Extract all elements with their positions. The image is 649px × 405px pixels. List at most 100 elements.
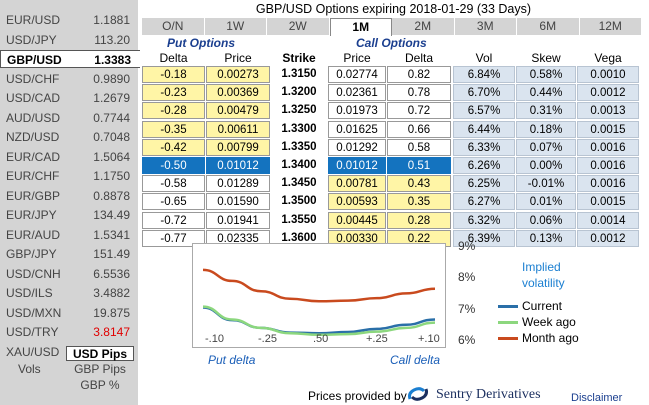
- cell-put-price[interactable]: 0.00479: [206, 102, 270, 120]
- cell-skew[interactable]: 0.31%: [516, 102, 576, 120]
- vols-option-2[interactable]: GBP %: [80, 378, 120, 392]
- cell-call-delta[interactable]: 0.78: [387, 84, 451, 102]
- pair-row-eurgbp[interactable]: EUR/GBP 0.8878: [0, 187, 138, 205]
- cell-call-price[interactable]: 0.01625: [328, 120, 386, 138]
- cell-skew[interactable]: 0.07%: [516, 138, 576, 156]
- cell-put-delta[interactable]: -0.18: [142, 66, 205, 83]
- pair-row-eurusd[interactable]: EUR/USD 1.1881: [0, 11, 138, 29]
- vols-option-0[interactable]: USD Pips: [66, 346, 134, 361]
- pair-row-usdtry[interactable]: USD/TRY 3.8147: [0, 323, 138, 341]
- cell-call-delta[interactable]: 0.35: [387, 193, 451, 211]
- cell-vega[interactable]: 0.0012: [577, 229, 639, 247]
- cell-put-delta[interactable]: -0.77: [142, 229, 205, 247]
- cell-call-price[interactable]: 0.01292: [328, 138, 386, 156]
- cell-vega[interactable]: 0.0016: [577, 175, 639, 193]
- cell-call-price[interactable]: 0.00445: [328, 211, 386, 229]
- cell-vol[interactable]: 6.25%: [453, 175, 515, 193]
- cell-put-price[interactable]: 0.00799: [206, 138, 270, 156]
- cell-vol[interactable]: 6.84%: [453, 66, 515, 83]
- cell-vol[interactable]: 6.32%: [453, 211, 515, 229]
- pair-row-usdmxn[interactable]: USD/MXN 19.875: [0, 304, 138, 322]
- cell-skew[interactable]: 0.44%: [516, 84, 576, 102]
- cell-put-delta[interactable]: -0.28: [142, 102, 205, 120]
- cell-call-price[interactable]: 0.01012: [328, 157, 386, 174]
- pair-row-audusd[interactable]: AUD/USD 0.7744: [0, 109, 138, 127]
- cell-skew[interactable]: 0.13%: [516, 229, 576, 247]
- pair-row-nzdusd[interactable]: NZD/USD 0.7048: [0, 128, 138, 146]
- cell-vol[interactable]: 6.33%: [453, 138, 515, 156]
- cell-put-delta[interactable]: -0.58: [142, 175, 205, 193]
- cell-vol[interactable]: 6.57%: [453, 102, 515, 120]
- cell-vega[interactable]: 0.0013: [577, 102, 639, 120]
- cell-call-delta[interactable]: 0.28: [387, 211, 451, 229]
- cell-skew[interactable]: -0.01%: [516, 175, 576, 193]
- tab-2w[interactable]: 2W: [267, 18, 330, 35]
- cell-vol[interactable]: 6.39%: [453, 229, 515, 247]
- cell-call-price[interactable]: 0.01973: [328, 102, 386, 120]
- cell-call-price[interactable]: 0.00593: [328, 193, 386, 211]
- tab-1w[interactable]: 1W: [204, 18, 267, 35]
- cell-call-price[interactable]: 0.00781: [328, 175, 386, 193]
- cell-vega[interactable]: 0.0015: [577, 120, 639, 138]
- pair-row-eurchf[interactable]: EUR/CHF 1.1750: [0, 167, 138, 185]
- x-tick-label: -.25: [258, 333, 277, 345]
- pair-rate: 1.1881: [93, 13, 130, 27]
- cell-vega[interactable]: 0.0016: [577, 157, 639, 174]
- cell-call-price[interactable]: 0.02361: [328, 84, 386, 102]
- pair-row-usdchf[interactable]: USD/CHF 0.9890: [0, 70, 138, 88]
- pair-row-usdjpy[interactable]: USD/JPY 113.20: [0, 31, 138, 49]
- cell-put-delta[interactable]: -0.65: [142, 193, 205, 211]
- cell-call-delta[interactable]: 0.66: [387, 120, 451, 138]
- cell-put-price[interactable]: 0.01941: [206, 211, 270, 229]
- cell-skew[interactable]: 0.00%: [516, 157, 576, 174]
- tab-1m[interactable]: 1M: [329, 18, 392, 36]
- cell-skew[interactable]: 0.01%: [516, 193, 576, 211]
- cell-put-delta[interactable]: -0.35: [142, 120, 205, 138]
- tab-on[interactable]: O/N: [142, 18, 205, 35]
- cell-call-delta[interactable]: 0.82: [387, 66, 451, 83]
- cell-vega[interactable]: 0.0010: [577, 66, 639, 83]
- cell-skew[interactable]: 0.18%: [516, 120, 576, 138]
- cell-vol[interactable]: 6.26%: [453, 157, 515, 174]
- cell-vol[interactable]: 6.27%: [453, 193, 515, 211]
- cell-call-delta[interactable]: 0.58: [387, 138, 451, 156]
- pair-row-eurjpy[interactable]: EUR/JPY 134.49: [0, 206, 138, 224]
- tab-2m[interactable]: 2M: [392, 18, 455, 35]
- cell-put-delta[interactable]: -0.50: [142, 157, 205, 174]
- pair-row-gbpusd[interactable]: GBP/USD 1.3383: [0, 50, 140, 68]
- tab-6m[interactable]: 6M: [517, 18, 580, 35]
- cell-call-delta[interactable]: 0.72: [387, 102, 451, 120]
- cell-put-price[interactable]: 0.00369: [206, 84, 270, 102]
- vols-option-1[interactable]: GBP Pips: [74, 362, 126, 376]
- cell-put-delta[interactable]: -0.42: [142, 138, 205, 156]
- tab-12m[interactable]: 12M: [579, 18, 642, 35]
- pair-row-gbpjpy[interactable]: GBP/JPY 151.49: [0, 245, 138, 263]
- pair-rate: 113.20: [94, 32, 130, 47]
- cell-put-price[interactable]: 0.01289: [206, 175, 270, 193]
- cell-skew[interactable]: 0.58%: [516, 66, 576, 83]
- cell-put-price[interactable]: 0.01012: [206, 157, 270, 174]
- cell-call-price[interactable]: 0.02774: [328, 66, 386, 83]
- cell-call-delta[interactable]: 0.43: [387, 175, 451, 193]
- pair-row-usdcnh[interactable]: USD/CNH 6.5536: [0, 265, 138, 283]
- cell-put-delta[interactable]: -0.23: [142, 84, 205, 102]
- tab-3m[interactable]: 3M: [454, 18, 517, 35]
- cell-call-delta[interactable]: 0.22: [387, 229, 451, 247]
- cell-vol[interactable]: 6.44%: [453, 120, 515, 138]
- disclaimer-link[interactable]: Disclaimer: [571, 392, 623, 404]
- pair-row-usdils[interactable]: USD/ILS 3.4882: [0, 284, 138, 302]
- cell-put-price[interactable]: 0.00611: [206, 120, 270, 138]
- cell-put-price[interactable]: 0.00273: [206, 66, 270, 83]
- cell-put-price[interactable]: 0.01590: [206, 193, 270, 211]
- cell-vega[interactable]: 0.0015: [577, 193, 639, 211]
- cell-vega[interactable]: 0.0012: [577, 84, 639, 102]
- cell-call-delta[interactable]: 0.51: [387, 157, 451, 174]
- cell-vol[interactable]: 6.70%: [453, 84, 515, 102]
- pair-row-euraud[interactable]: EUR/AUD 1.5341: [0, 226, 138, 244]
- cell-skew[interactable]: 0.06%: [516, 211, 576, 229]
- cell-vega[interactable]: 0.0016: [577, 138, 639, 156]
- pair-row-usdcad[interactable]: USD/CAD 1.2679: [0, 89, 138, 107]
- cell-vega[interactable]: 0.0014: [577, 211, 639, 229]
- pair-row-eurcad[interactable]: EUR/CAD 1.5064: [0, 148, 138, 166]
- cell-put-delta[interactable]: -0.72: [142, 211, 205, 229]
